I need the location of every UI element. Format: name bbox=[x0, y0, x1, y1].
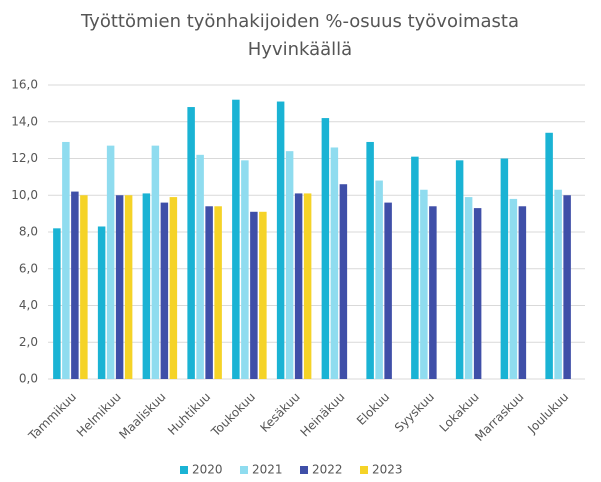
bar bbox=[286, 151, 294, 379]
bar bbox=[510, 199, 518, 379]
bar bbox=[331, 147, 339, 379]
bar bbox=[152, 146, 160, 379]
bar bbox=[411, 157, 419, 379]
bar bbox=[420, 190, 428, 379]
bar bbox=[563, 195, 571, 379]
bar bbox=[465, 197, 473, 379]
bar bbox=[80, 195, 88, 379]
y-tick-label: 10,0 bbox=[11, 188, 38, 202]
bar bbox=[116, 195, 124, 379]
bar bbox=[53, 228, 61, 379]
legend-label: 2022 bbox=[312, 463, 343, 477]
bar bbox=[456, 160, 464, 379]
chart-title: Hyvinkäällä bbox=[248, 39, 352, 60]
bar bbox=[196, 155, 204, 379]
legend-label: 2020 bbox=[192, 463, 223, 477]
bar bbox=[71, 192, 79, 379]
y-tick-label: 4,0 bbox=[19, 298, 38, 312]
y-tick-label: 16,0 bbox=[11, 78, 38, 92]
legend-label: 2023 bbox=[372, 463, 403, 477]
bar bbox=[205, 206, 213, 379]
bar bbox=[170, 197, 178, 379]
bar bbox=[322, 118, 330, 379]
bar bbox=[545, 133, 553, 379]
bar bbox=[429, 206, 437, 379]
bar bbox=[143, 193, 151, 379]
y-tick-label: 6,0 bbox=[19, 261, 38, 275]
bar bbox=[62, 142, 70, 379]
legend-swatch bbox=[300, 466, 308, 474]
bar bbox=[214, 206, 222, 379]
bar bbox=[519, 206, 527, 379]
bar bbox=[304, 193, 312, 379]
bar bbox=[161, 203, 169, 379]
bar bbox=[501, 159, 509, 380]
bar bbox=[375, 181, 383, 379]
y-tick-label: 8,0 bbox=[19, 225, 38, 239]
chart-title: Työttömien työnhakijoiden %-osuus työvoi… bbox=[80, 11, 519, 32]
legend-swatch bbox=[180, 466, 188, 474]
bar bbox=[98, 226, 106, 379]
bar bbox=[366, 142, 374, 379]
bar bbox=[277, 102, 285, 379]
bar bbox=[259, 212, 267, 379]
legend-swatch bbox=[360, 466, 368, 474]
bar bbox=[554, 190, 562, 379]
legend-swatch bbox=[240, 466, 248, 474]
chart: Työttömien työnhakijoiden %-osuus työvoi… bbox=[0, 0, 601, 482]
legend-label: 2021 bbox=[252, 463, 283, 477]
bar bbox=[474, 208, 482, 379]
bar bbox=[250, 212, 258, 379]
bar bbox=[384, 203, 392, 379]
y-tick-label: 2,0 bbox=[19, 335, 38, 349]
y-tick-label: 12,0 bbox=[11, 151, 38, 165]
bar bbox=[232, 100, 240, 379]
bar bbox=[241, 160, 249, 379]
bar bbox=[295, 193, 303, 379]
bar bbox=[125, 195, 133, 379]
bar bbox=[340, 184, 348, 379]
bar bbox=[107, 146, 115, 379]
bar bbox=[187, 107, 195, 379]
y-tick-label: 14,0 bbox=[11, 114, 38, 128]
y-tick-label: 0,0 bbox=[19, 372, 38, 386]
